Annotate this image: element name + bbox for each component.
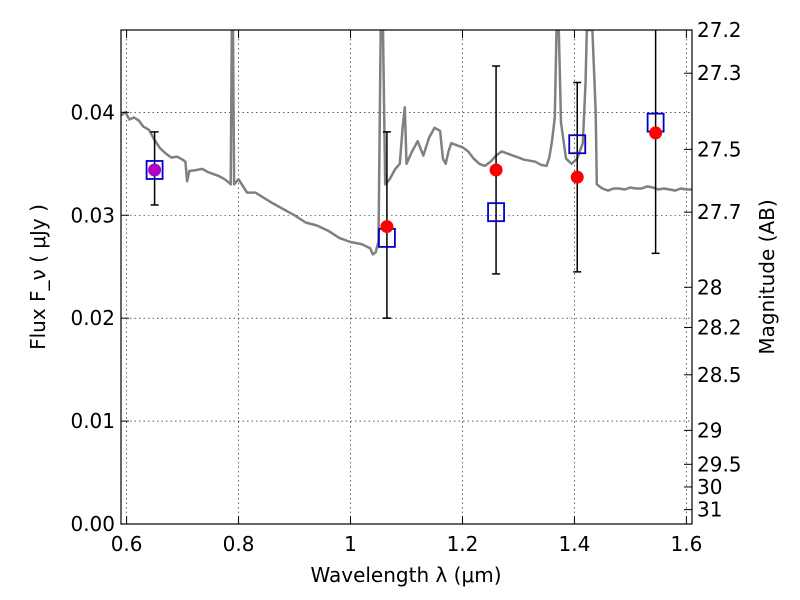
mag-tick-label: 27.3 (697, 61, 742, 85)
mag-tick-label: 29.5 (697, 452, 742, 476)
sed-model-line (121, 30, 692, 256)
mag-tick-label: 28 (697, 275, 722, 299)
sed-curve-layer (121, 30, 692, 256)
mag-tick-label: 27.5 (697, 137, 742, 161)
y-tick-label: 0.03 (70, 203, 115, 227)
observed-point-layer (148, 126, 663, 234)
y-tick-label: 0.01 (70, 409, 115, 433)
model-photometry-square (568, 134, 587, 155)
grid-lines (121, 30, 692, 524)
y-tick-label: 0.00 (70, 512, 115, 536)
y-tick-label: 0.02 (70, 306, 115, 330)
x-tick-label: 1.4 (559, 532, 591, 556)
x-tick-label: 1 (344, 532, 357, 556)
y-axis-label: Flux F_ν ( μJy ) (26, 204, 50, 350)
plot-frame (120, 29, 693, 525)
observed-flux-point (489, 163, 503, 177)
x-tick-label: 1.2 (447, 532, 479, 556)
observed-flux-point (649, 126, 663, 140)
x-axis-label: Wavelength λ (μm) (310, 563, 501, 587)
y-tick-label: 0.04 (70, 100, 115, 124)
mag-tick-label: 27.7 (697, 200, 742, 224)
mag-tick-label: 31 (697, 498, 722, 522)
observed-flux-point (570, 170, 584, 184)
mag-tick-label: 28.2 (697, 315, 742, 339)
mag-tick-label: 29 (697, 418, 722, 442)
model-photometry-square (487, 202, 505, 223)
error-bar-layer (150, 30, 660, 319)
model-photometry-square (145, 160, 164, 180)
x-tick-label: 0.6 (111, 532, 143, 556)
mag-tick-label: 30 (697, 475, 722, 499)
axis-ticks: 0.6 0.8 1 1.2 1.4 1.6 0.00 0.01 0.02 0.03 0.04 27.2… (70, 18, 741, 556)
observed-flux-point (380, 220, 394, 234)
model-square-layer (145, 112, 665, 248)
right-y-axis-label: Magnitude (AB) (755, 199, 779, 354)
x-tick-label: 0.8 (223, 532, 255, 556)
observed-flux-point (148, 163, 162, 177)
mag-tick-label: 28.5 (697, 363, 742, 387)
x-tick-label: 1.6 (670, 532, 702, 556)
mag-tick-label: 27.2 (697, 18, 742, 42)
